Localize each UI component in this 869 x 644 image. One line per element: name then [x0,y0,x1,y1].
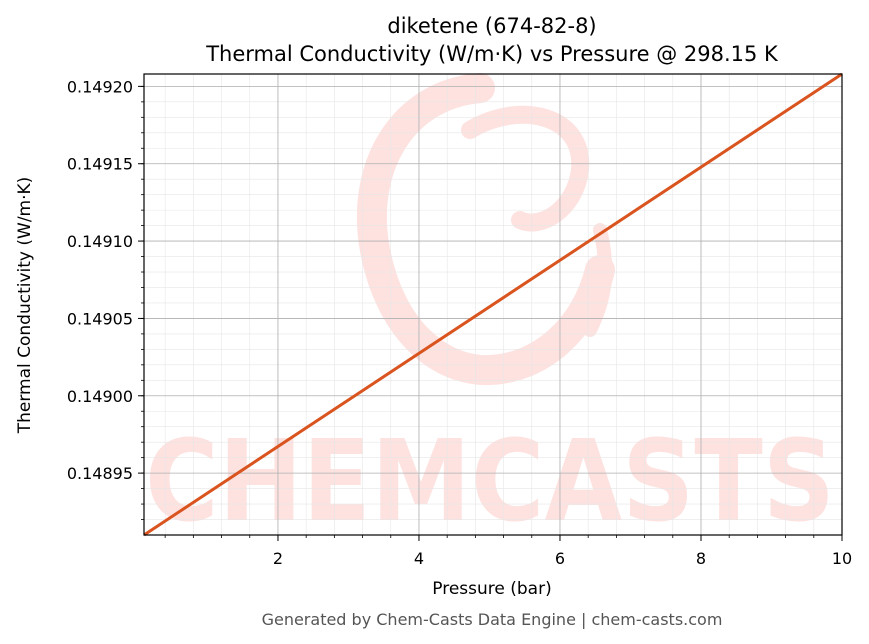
watermark-swirl-icon [356,73,615,386]
chart-title: diketene (674-82-8) [387,14,596,38]
x-tick-label: 2 [273,549,283,568]
series-layer [143,72,843,537]
series-line [143,72,843,537]
y-tick-label: 0.14895 [67,464,133,483]
major-grid [144,74,842,535]
x-tick-label: 4 [414,549,424,568]
y-axis: 0.14895 0.14900 0.14905 0.14910 0.14915 0.149… [67,77,144,520]
x-tick-label: 8 [696,549,706,568]
watermark-text: CHEMCASTS [145,417,835,547]
y-tick-label: 0.14900 [67,387,133,406]
plot-frame [143,73,843,536]
y-tick-label: 0.14920 [67,77,133,96]
chemcasts-watermark: CHEMCASTS [145,73,835,547]
y-tick-label: 0.14915 [67,155,133,174]
x-tick-label: 10 [832,549,852,568]
chart-subtitle: Thermal Conductivity (W/m·K) vs Pressure… [205,42,779,66]
x-axis: 2 4 6 8 10 [164,535,852,568]
y-tick-label: 0.14910 [67,232,133,251]
x-tick-label: 6 [555,549,565,568]
footer-text: Generated by Chem-Casts Data Engine | ch… [262,610,723,629]
y-axis-label: Thermal Conductivity (W/m·K) [15,177,35,435]
x-axis-label: Pressure (bar) [432,579,551,599]
y-tick-label: 0.14905 [67,309,133,328]
